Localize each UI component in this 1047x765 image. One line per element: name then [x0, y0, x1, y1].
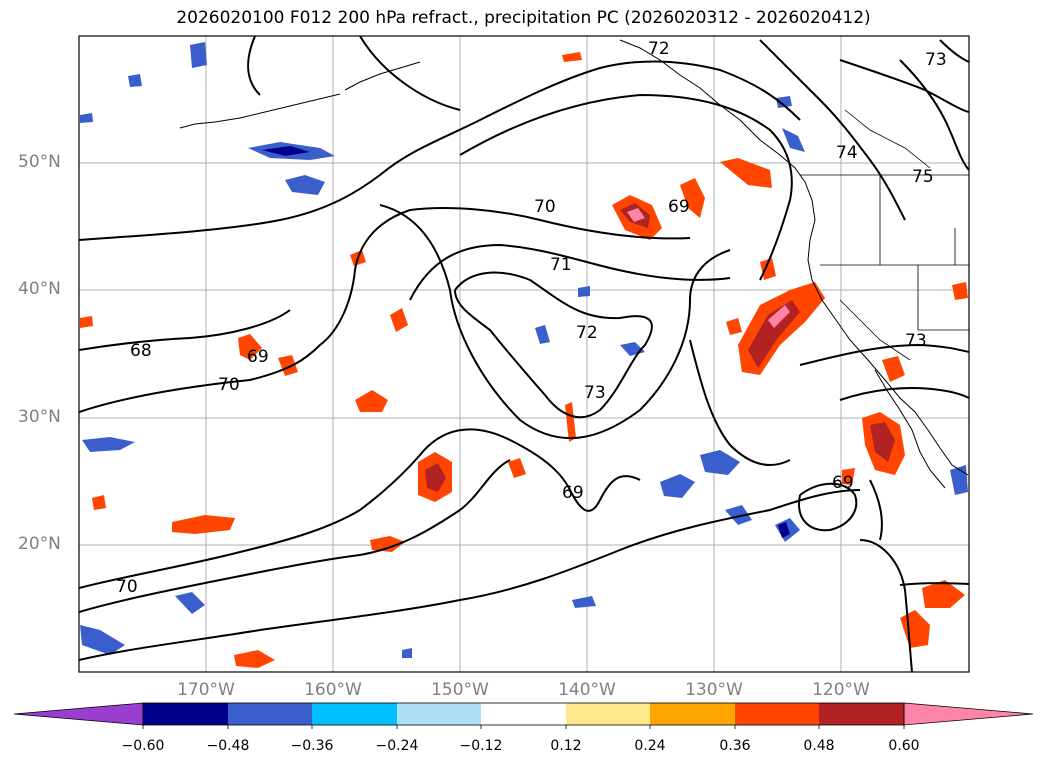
colorbar-tick: 0.60: [888, 738, 920, 754]
contour-label: 75: [912, 167, 934, 187]
colorbar-segment: [481, 703, 566, 725]
colorbar-tick: −0.60: [121, 738, 165, 754]
contour-label: 72: [648, 39, 670, 59]
refractivity-contours: [79, 36, 969, 672]
contour-label: 68: [130, 341, 152, 361]
colorbar-tick: −0.24: [375, 738, 419, 754]
map-plot: 72 73 74 75 70 69 71 72 73 68 69 70 73 6…: [78, 35, 970, 673]
contour-label: 72: [576, 323, 598, 343]
contour-label: 69: [562, 483, 584, 503]
contour-label: 70: [218, 375, 240, 395]
colorbar-tick: −0.12: [459, 738, 503, 754]
lon-label: 140°W: [558, 680, 616, 700]
colorbar-segment: [312, 703, 397, 725]
map-title: 2026020100 F012 200 hPa refract., precip…: [176, 8, 871, 28]
colorbar-segment: [397, 703, 481, 725]
colorbar-segment: [650, 703, 735, 725]
colorbar-tick: −0.48: [206, 738, 250, 754]
lon-label: 130°W: [685, 680, 743, 700]
political-boundaries: [800, 109, 969, 361]
colorbar-tick: 0.48: [803, 738, 835, 754]
colorbar-tick: −0.36: [290, 738, 334, 754]
colorbar-segment: [903, 702, 1034, 726]
contour-labels: 72 73 74 75 70 69 71 72 73 68 69 70 73 6…: [116, 39, 947, 597]
colorbar-segment: [228, 703, 312, 725]
lat-label: 50°N: [18, 152, 61, 172]
gridlines: [79, 36, 969, 672]
contour-label: 74: [836, 143, 858, 163]
colorbar-segment: [735, 703, 819, 725]
contour-label: 69: [668, 197, 690, 217]
contour-label: 69: [247, 347, 269, 367]
contour-label: 73: [925, 50, 947, 70]
lat-label: 40°N: [18, 279, 61, 299]
contour-label: 73: [905, 331, 927, 351]
colorbar-tick: 0.36: [719, 738, 751, 754]
precip-positive-areas: [80, 52, 968, 668]
colorbar-segment: [819, 703, 904, 725]
colorbar-tick: 0.12: [550, 738, 582, 754]
colorbar-tick: 0.24: [634, 738, 666, 754]
precip-negative-areas: [80, 42, 968, 658]
contour-label: 73: [584, 383, 606, 403]
lat-label: 30°N: [18, 407, 61, 427]
lon-label: 120°W: [812, 680, 870, 700]
contour-label: 70: [534, 197, 556, 217]
contour-label: 70: [116, 577, 138, 597]
contour-label: 71: [550, 255, 572, 275]
colorbar-segment: [13, 702, 144, 726]
plot-frame: [78, 35, 970, 673]
colorbar-segment: [143, 703, 228, 725]
coastlines: [179, 39, 969, 489]
colorbar-segment: [566, 703, 650, 725]
lon-label: 160°W: [304, 680, 362, 700]
lon-label: 170°W: [177, 680, 235, 700]
lat-label: 20°N: [18, 534, 61, 554]
lon-label: 150°W: [431, 680, 489, 700]
contour-label: 69: [832, 473, 854, 493]
